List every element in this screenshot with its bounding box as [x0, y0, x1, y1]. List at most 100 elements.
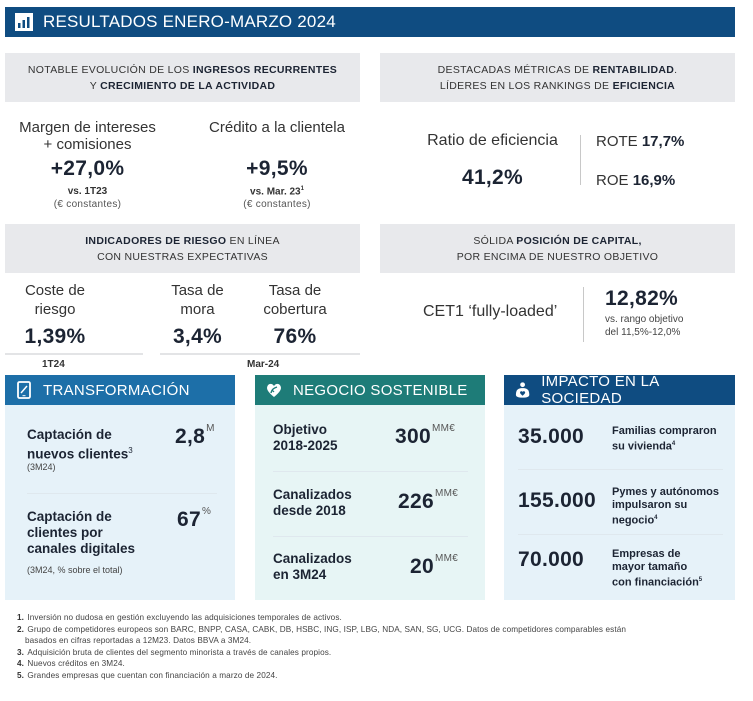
panel-header: NEGOCIO SOSTENIBLE: [255, 375, 485, 405]
panel-title: IMPACTO EN LA SOCIEDAD: [541, 373, 659, 407]
desc-line: Familias compraron: [612, 425, 717, 437]
panel-body: Objetivo 2018-2025 300MM€ Canalizados de…: [255, 405, 485, 600]
vertical-divider: [583, 287, 584, 342]
item-value: 300MM€: [395, 423, 456, 449]
panel-title: NEGOCIO SOSTENIBLE: [293, 381, 468, 399]
value-unit: %: [201, 506, 212, 517]
metric-label: Coste de: [24, 282, 86, 299]
comparison-text: vs. Mar. 23: [250, 186, 301, 198]
item-value: 2,8M: [175, 423, 215, 449]
metric-rote: ROTE 17,7%: [596, 133, 684, 150]
item-description: Pymes y autónomos impulsaron su negocio4: [612, 486, 719, 528]
heading-bold: CRECIMIENTO DE LA ACTIVIDAD: [100, 79, 276, 92]
period-label-left: 1T24: [42, 359, 65, 370]
heading-text: SÓLIDA: [473, 234, 517, 247]
metric-label: mora: [180, 301, 215, 318]
item-value: 67%: [177, 506, 212, 532]
capital-heading: SÓLIDA POSICIÓN DE CAPITAL, POR ENCIMA D…: [380, 224, 735, 273]
metric-value: +27,0%: [50, 157, 125, 180]
item-value: 155.000: [518, 489, 597, 512]
page-title: RESULTADOS ENERO-MARZO 2024: [43, 12, 336, 31]
item-divider: [273, 536, 468, 537]
footnote-number: 3.: [17, 647, 25, 657]
heading-text: EN LÍNEA: [226, 234, 280, 247]
label-line: nuevos clientes: [27, 446, 129, 462]
panel-body: 35.000 Familias compraron su vivienda4 1…: [504, 405, 735, 600]
item-description: Familias compraron su vivienda4: [612, 425, 717, 454]
value-unit: MM€: [434, 553, 459, 564]
rentabilidad-heading-line1: DESTACADAS MÉTRICAS DE RENTABILIDAD.: [438, 62, 678, 78]
footnote-number: 1.: [17, 613, 25, 622]
item-label: Canalizados desde 2018: [273, 487, 352, 519]
metric-note: (€ constantes): [53, 199, 122, 210]
desc-line: Empresas de: [612, 548, 681, 560]
item-label: Objetivo 2018-2025: [273, 422, 338, 454]
panel-body: Captación de nuevos clientes3 (3M24) 2,8…: [5, 405, 235, 600]
heading-bold: INGRESOS RECURRENTES: [192, 63, 338, 76]
item-divider: [518, 534, 723, 535]
metric-credito: Crédito a la clientela +9,5% vs. Mar. 23…: [197, 119, 357, 210]
cet1-note-line2: del 11,5%-12,0%: [605, 327, 681, 338]
footnote: 2. Grupo de competidores europeos son BA…: [17, 624, 626, 636]
desc-line: Pymes y autónomos: [612, 486, 719, 498]
heading-text: NOTABLE EVOLUCIÓN DE LOS: [27, 63, 193, 76]
footnote-continuation: basados en cifras reportadas a 12M23. Da…: [25, 636, 252, 645]
label-line: Objetivo: [273, 422, 328, 437]
metric-label: riesgo: [34, 301, 76, 318]
metric-tasa-cobertura: Tasa de cobertura 76%: [250, 281, 340, 349]
page-header: RESULTADOS ENERO-MARZO 2024: [5, 7, 735, 37]
metric-coste-riesgo: Coste de riesgo 1,39%: [10, 281, 100, 349]
period-label-right: Mar-24: [247, 359, 280, 370]
desc-line: negocio: [612, 514, 655, 527]
item-divider: [273, 471, 468, 472]
item-value: 70.000: [518, 548, 585, 571]
metric-margen: Margen de intereses + comisiones +27,0% …: [10, 119, 165, 210]
item-value: 20MM€: [410, 553, 459, 579]
value-number: 300: [395, 425, 431, 448]
label-line: desde 2018: [273, 503, 346, 518]
footnote-ref: 3: [128, 446, 133, 455]
riesgo-heading: INDICADORES DE RIESGO EN LÍNEA CON NUEST…: [5, 224, 360, 273]
bar-chart-icon: [15, 13, 33, 31]
ingresos-heading: NOTABLE EVOLUCIÓN DE LOS INGRESOS RECURR…: [5, 53, 360, 102]
riesgo-heading-line1: INDICADORES DE RIESGO EN LÍNEA: [85, 233, 280, 249]
footnote: 5. Grandes empresas que cuentan con fina…: [17, 670, 626, 682]
metric-label: cobertura: [263, 301, 327, 318]
heading-bold: EFICIENCIA: [612, 79, 676, 92]
footnote-text: Grandes empresas que cuentan con financi…: [27, 670, 278, 680]
metric-value: 3,4%: [172, 325, 223, 348]
footnote-ref: 5: [698, 577, 703, 583]
desc-line: mayor tamaño: [612, 561, 688, 573]
tablet-icon: [17, 381, 31, 399]
value-unit: M: [206, 423, 215, 434]
desc-line: impulsaron su: [612, 499, 688, 511]
footnote-text: Adquisición bruta de clientes del segmen…: [27, 647, 332, 657]
heading-text: .: [674, 63, 678, 76]
label-line: Canalizados: [273, 487, 352, 502]
panel-header: TRANSFORMACIÓN: [5, 375, 235, 405]
value-unit: MM€: [431, 423, 456, 434]
label-line: canales digitales: [27, 541, 136, 556]
metric-eficiencia: Ratio de eficiencia 41,2%: [410, 132, 575, 190]
footnote: 1. Inversión no dudosa en gestión excluy…: [17, 612, 626, 624]
label-line: clientes por: [27, 525, 103, 540]
metric-comparison: vs. 1T23: [67, 186, 108, 197]
footnote-ref: 1: [300, 186, 304, 192]
value-number: 2,8: [175, 425, 206, 448]
capital-heading-line2: POR ENCIMA DE NUESTRO OBJETIVO: [456, 250, 659, 263]
heading-bold: INDICADORES DE RIESGO: [85, 234, 227, 247]
item-label: Canalizados en 3M24: [273, 551, 352, 583]
item-sub: (3M24, % sobre el total): [27, 565, 123, 575]
metric-label: Tasa de: [171, 282, 224, 299]
desc-line: con financiación: [612, 576, 699, 589]
ingresos-heading-line1: NOTABLE EVOLUCIÓN DE LOS INGRESOS RECURR…: [28, 62, 337, 78]
cet1-note-line1: vs. rango objetivo: [605, 314, 684, 325]
footnotes: 1. Inversión no dudosa en gestión excluy…: [17, 612, 626, 681]
metric-label: Ratio de eficiencia: [427, 132, 558, 149]
item-label: Captación de clientes por canales digita…: [27, 509, 135, 557]
item-label: Captación de nuevos clientes3: [27, 427, 133, 463]
rentabilidad-heading-line2: LÍDERES EN LOS RANKINGS DE EFICIENCIA: [440, 78, 675, 94]
heading-text: DESTACADAS MÉTRICAS DE: [437, 63, 593, 76]
metric-value: 76%: [273, 325, 317, 348]
panel-title: TRANSFORMACIÓN: [43, 381, 190, 399]
